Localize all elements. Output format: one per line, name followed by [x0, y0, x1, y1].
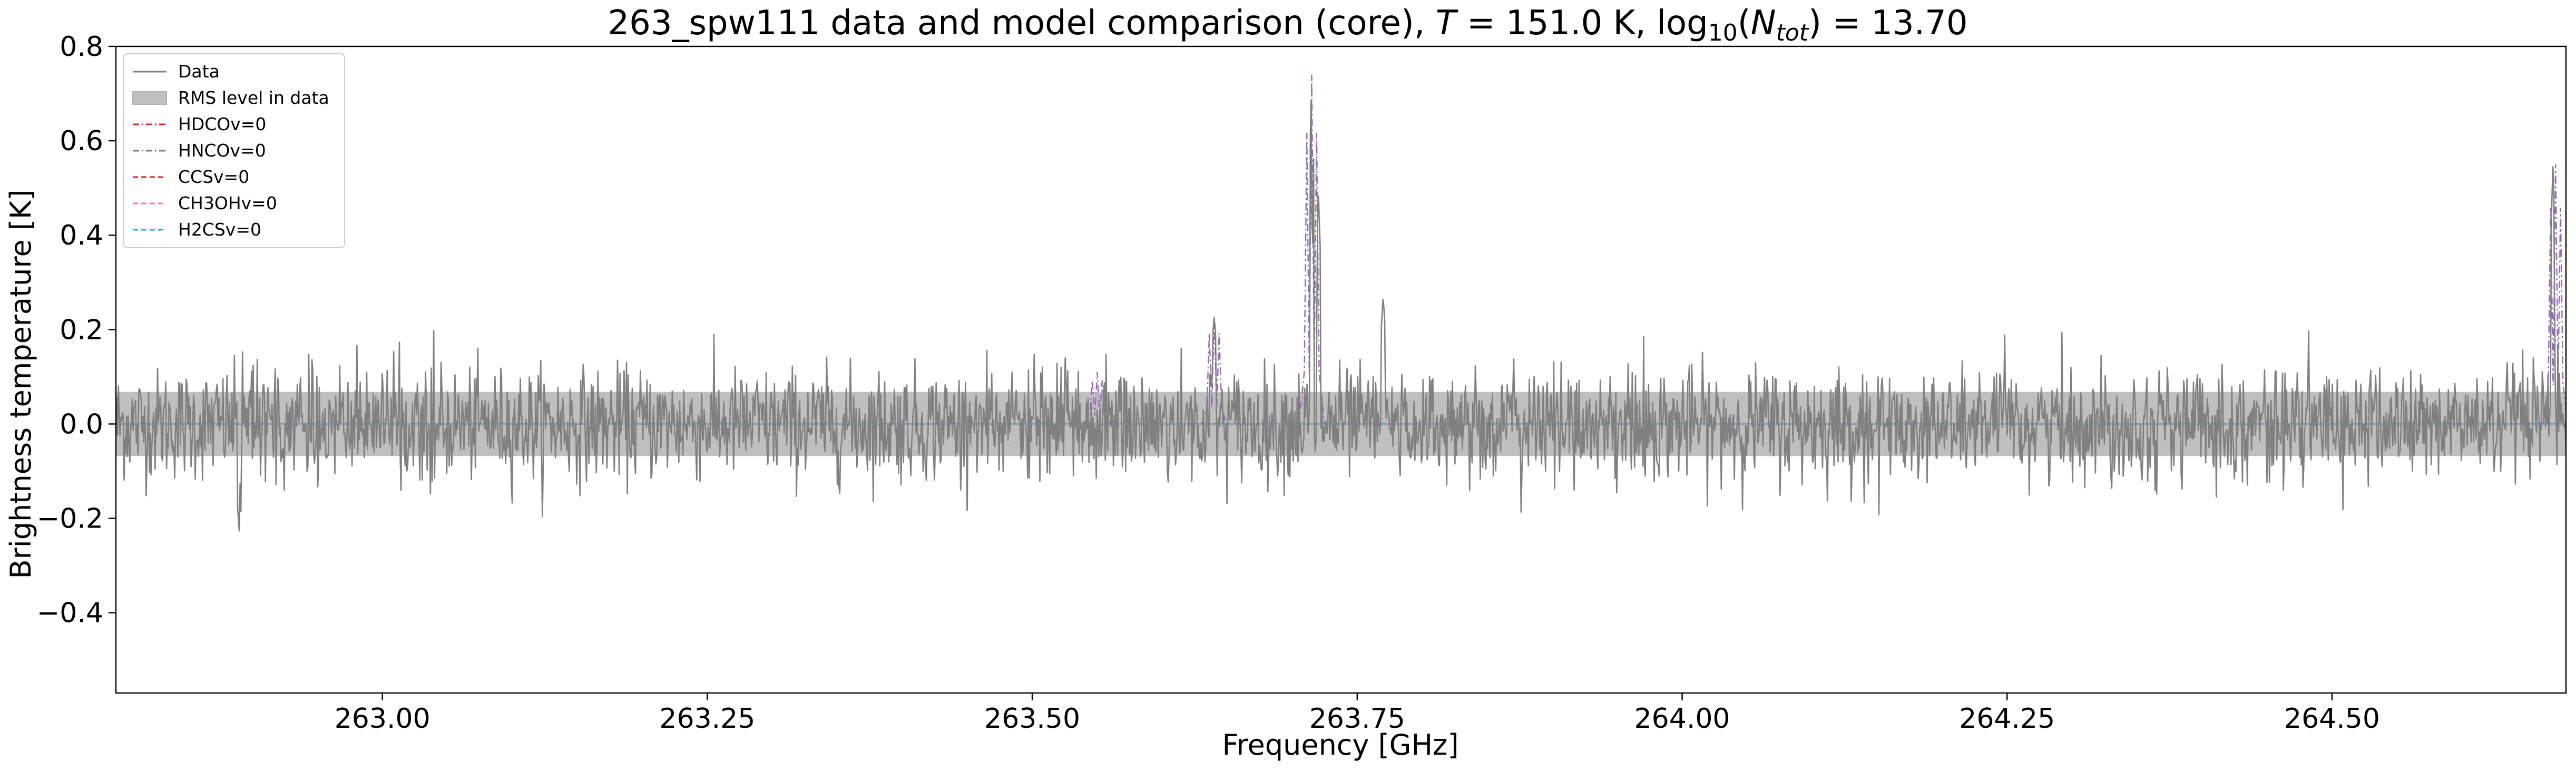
- legend-label: CH3OHv=0: [178, 193, 277, 213]
- model-line-hncov=0: [1201, 315, 1228, 424]
- title-n-open: (: [1738, 4, 1751, 43]
- x-axis-label: Frequency [GHz]: [1222, 728, 1458, 762]
- y-axis-label: Brightness temperature [K]: [4, 190, 37, 579]
- legend-label: CCSv=0: [178, 167, 249, 187]
- y-tick-label: −0.4: [37, 598, 103, 629]
- title-log-subscript: 10: [1708, 19, 1738, 46]
- title-n-close: ) = 13.70: [1808, 4, 1968, 43]
- legend-label: HDCOv=0: [178, 114, 266, 134]
- x-tick-label: 264.25: [1959, 703, 2055, 735]
- legend: Data RMS level in data HDCOv=0 HNCOv=0 CCSv=…: [123, 53, 345, 248]
- chart-title: 263_spw111 data and model comparison (co…: [608, 4, 1967, 46]
- x-tick-label: 264.00: [1634, 703, 1730, 735]
- x-tick-label: 263.75: [1309, 703, 1405, 735]
- y-tick-label: 0.4: [60, 220, 103, 251]
- data-series-line: [116, 100, 2566, 532]
- x-tick-label: 263.25: [659, 703, 755, 735]
- title-t-symbol: T: [1436, 4, 1459, 43]
- x-tick-label: 263.50: [984, 703, 1080, 735]
- title-t-text: = 151.0 K, log: [1456, 4, 1708, 43]
- y-tick-label: −0.2: [37, 503, 103, 535]
- x-axis: 263.00 263.25 263.50 263.75 264.00 264.25 264.…: [335, 693, 2380, 735]
- legend-box: [123, 53, 345, 248]
- legend-label: HNCOv=0: [178, 140, 266, 161]
- x-tick-label: 264.50: [2284, 703, 2380, 735]
- legend-label: Data: [178, 61, 220, 82]
- y-tick-label: 0.8: [60, 31, 103, 63]
- title-n-subscript: tot: [1776, 19, 1809, 46]
- title-prefix: 263_spw111 data and model comparison (co…: [608, 4, 1435, 43]
- legend-swatch: [132, 91, 167, 105]
- model-line-hncov=0: [2542, 164, 2566, 424]
- axes-frame: [115, 45, 2567, 694]
- y-tick-label: 0.2: [60, 314, 103, 346]
- legend-label: H2CSv=0: [178, 219, 261, 240]
- y-tick-label: 0.0: [60, 408, 103, 440]
- model-line-hncov=0: [1298, 74, 1325, 424]
- legend-label: RMS level in data: [178, 87, 329, 108]
- y-tick-label: 0.6: [60, 125, 103, 157]
- model-lines: [1084, 74, 2566, 425]
- title-n-symbol: N: [1751, 4, 1776, 43]
- x-tick-label: 263.00: [335, 703, 430, 735]
- y-axis: −0.4 −0.2 0.0 0.2 0.4 0.6 0.8: [37, 31, 116, 629]
